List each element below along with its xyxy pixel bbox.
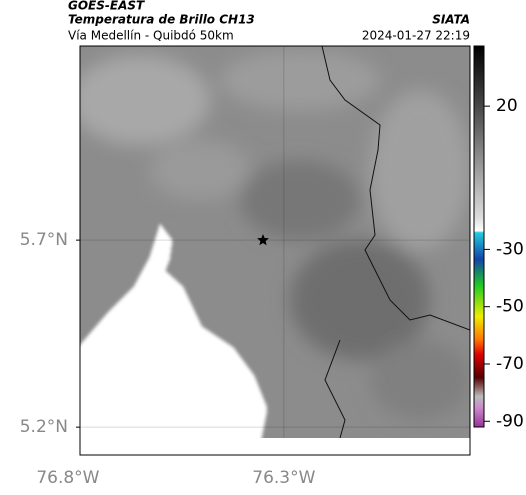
product: Temperatura de Brillo CH13 — [68, 13, 255, 27]
satellite-image — [80, 46, 470, 438]
colorbar — [473, 45, 485, 428]
source: SIATA — [432, 13, 470, 27]
region: Vía Medellín - Quibdó 50km — [68, 29, 234, 43]
colorbar-label: -70 — [496, 354, 524, 374]
lat-label: 5.2°N — [20, 417, 68, 437]
colorbar-label: -90 — [496, 411, 524, 431]
colorbar-label: -50 — [496, 297, 524, 317]
lon-label: 76.3°W — [252, 468, 315, 488]
colorbar-label: -30 — [496, 239, 524, 259]
datetime: 2024-01-27 22:19 — [362, 29, 470, 43]
satellite: GOES-EAST — [68, 0, 145, 13]
lon-label: 76.8°W — [36, 468, 99, 488]
map-frame — [79, 45, 471, 456]
colorbar-label: 20 — [496, 96, 518, 116]
lat-label: 5.7°N — [20, 230, 68, 250]
